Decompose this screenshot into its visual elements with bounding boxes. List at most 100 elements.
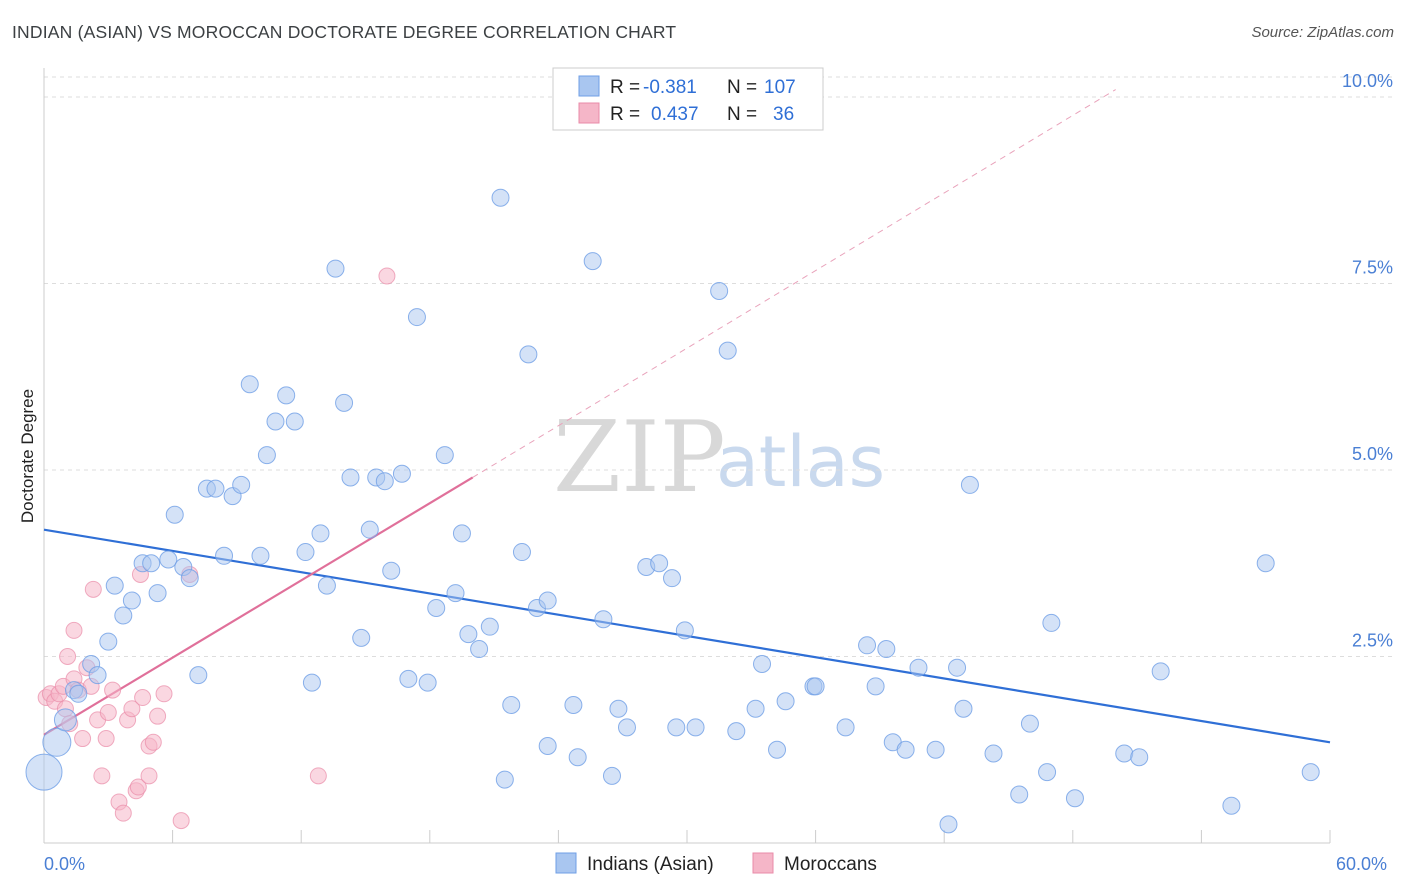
- legend-n-value-1: 107: [764, 77, 796, 98]
- point-moroccans: [144, 733, 162, 751]
- point-moroccans: [99, 703, 117, 721]
- point-indians: [99, 632, 118, 651]
- point-indians: [360, 520, 379, 539]
- y-tick-label: 2.5%: [1352, 631, 1393, 651]
- watermark-zip: ZIP: [553, 401, 726, 515]
- point-indians: [407, 308, 426, 327]
- point-indians: [206, 479, 225, 498]
- point-indians: [277, 386, 296, 405]
- point-indians: [180, 569, 199, 588]
- point-indians: [909, 658, 928, 677]
- point-indians: [984, 744, 1003, 763]
- y-tick-labels: 2.5% 5.0% 7.5% 10.0%: [1342, 71, 1393, 651]
- point-indians: [1115, 744, 1134, 763]
- point-indians: [375, 472, 394, 491]
- point-indians: [1020, 714, 1039, 733]
- legend-n-label-1: N =: [727, 77, 757, 98]
- point-indians: [939, 815, 958, 834]
- point-indians: [382, 561, 401, 580]
- point-indians: [88, 666, 107, 685]
- point-indians: [215, 546, 234, 565]
- point-indians: [142, 554, 161, 573]
- x-tick-label-max: 60.0%: [1336, 854, 1387, 874]
- point-indians: [480, 617, 499, 636]
- point-indians: [1010, 785, 1029, 804]
- point-indians: [1130, 748, 1149, 767]
- legend-swatch-indians: [578, 75, 600, 97]
- legend-n-label-2: N =: [727, 104, 757, 125]
- axes: [43, 68, 1331, 844]
- point-indians: [753, 654, 772, 673]
- series-legend-swatch-indians: [555, 852, 577, 874]
- legend-n-value-2: 36: [773, 104, 794, 125]
- point-moroccans: [114, 804, 132, 822]
- point-indians: [710, 281, 729, 300]
- point-moroccans: [134, 689, 152, 707]
- point-indians: [948, 658, 967, 677]
- point-indians: [159, 550, 178, 569]
- point-indians: [926, 740, 945, 759]
- point-indians: [165, 505, 184, 524]
- stats-legend: R = -0.381 N = 107 R = 0.437 N = 36: [552, 67, 824, 131]
- point-indians: [418, 673, 437, 692]
- point-indians: [650, 554, 669, 573]
- x-tick-label-min: 0.0%: [44, 854, 85, 874]
- point-indians: [392, 464, 411, 483]
- point-indians: [746, 699, 765, 718]
- point-indians: [459, 625, 478, 644]
- point-moroccans: [378, 267, 396, 285]
- point-indians: [602, 766, 621, 785]
- point-indians: [718, 341, 737, 360]
- point-indians: [266, 412, 285, 431]
- point-indians: [617, 718, 636, 737]
- y-tick-label: 10.0%: [1342, 71, 1393, 91]
- point-moroccans: [59, 648, 77, 665]
- series-legend: Indians (Asian) Moroccans: [555, 852, 877, 875]
- point-moroccans: [93, 767, 111, 785]
- point-indians: [148, 584, 167, 603]
- point-indians: [352, 628, 371, 647]
- point-indians: [399, 669, 418, 688]
- point-indians: [42, 727, 72, 757]
- point-indians: [727, 722, 746, 741]
- point-indians: [1038, 763, 1057, 782]
- legend-r-label-1: R =: [610, 77, 640, 98]
- trend-line-moroccans-extended: [472, 89, 1116, 478]
- point-indians: [568, 748, 587, 767]
- point-indians: [1256, 554, 1275, 573]
- point-indians: [189, 666, 208, 685]
- point-indians: [470, 640, 489, 659]
- point-moroccans: [84, 580, 102, 598]
- point-moroccans: [140, 767, 158, 785]
- legend-r-value-1: -0.381: [643, 77, 697, 98]
- grid-lines: [44, 76, 1392, 657]
- point-indians: [435, 446, 454, 465]
- chart-title: INDIAN (ASIAN) VS MOROCCAN DOCTORATE DEG…: [12, 22, 677, 42]
- point-indians: [519, 345, 538, 364]
- point-indians: [232, 475, 251, 494]
- point-indians: [1151, 662, 1170, 681]
- point-moroccans: [129, 778, 147, 796]
- point-indians: [1301, 763, 1320, 782]
- point-indians: [25, 753, 63, 791]
- legend-swatch-moroccans: [578, 102, 600, 124]
- series-legend-label-moroccans: Moroccans: [784, 854, 877, 875]
- legend-r-value-2: 0.437: [651, 104, 699, 125]
- point-moroccans: [74, 730, 92, 748]
- point-indians: [564, 695, 583, 714]
- point-indians: [538, 591, 557, 610]
- point-moroccans: [155, 685, 173, 703]
- y-tick-label: 7.5%: [1352, 258, 1393, 278]
- y-axis-label: Doctorate Degree: [18, 389, 37, 523]
- point-indians: [495, 770, 514, 789]
- point-indians: [594, 610, 613, 629]
- point-indians: [114, 606, 133, 625]
- point-indians: [257, 446, 276, 465]
- point-indians: [240, 375, 259, 394]
- point-indians: [491, 188, 510, 207]
- point-indians: [1042, 613, 1061, 632]
- series-legend-swatch-moroccans: [752, 852, 774, 874]
- point-moroccans: [65, 621, 83, 639]
- point-indians: [285, 412, 304, 431]
